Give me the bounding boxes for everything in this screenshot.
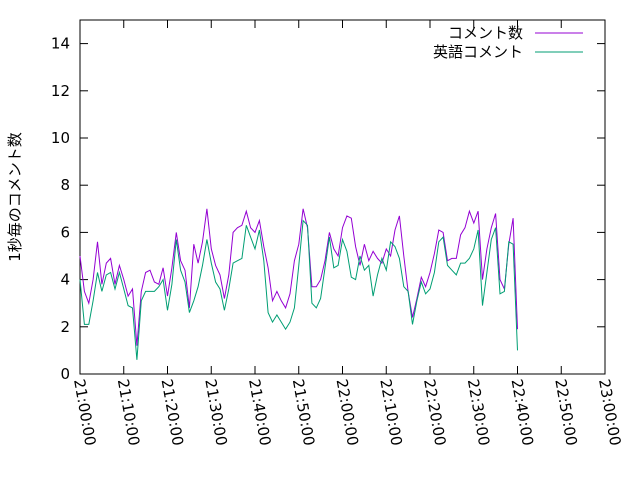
x-tick-label: 22:50:00	[551, 378, 580, 447]
x-tick-label: 23:00:00	[595, 378, 624, 447]
x-tick-label: 22:30:00	[464, 378, 493, 447]
y-tick-label: 0	[60, 365, 70, 383]
y-axis-ticks: 0 2 4 6 8 10 12 14	[51, 35, 605, 383]
x-axis-ticks: 21:00:00 21:10:00 21:20:00 21:30:00 21:40:00…	[70, 20, 624, 447]
legend-label-2: 英語コメント	[433, 43, 523, 61]
x-tick-label: 21:00:00	[70, 378, 99, 447]
y-tick-label: 14	[51, 35, 70, 53]
x-tick-label: 21:30:00	[201, 378, 230, 447]
series-lines	[79, 208, 518, 360]
x-tick-label: 21:40:00	[245, 378, 274, 447]
y-tick-label: 8	[60, 176, 70, 194]
x-tick-label: 22:40:00	[508, 378, 537, 447]
y-axis-label: 1秒毎のコメント数	[6, 132, 24, 262]
y-tick-label: 6	[60, 223, 70, 241]
y-tick-label: 2	[60, 318, 70, 336]
series-line-1	[79, 208, 518, 346]
y-tick-label: 10	[51, 129, 70, 147]
x-tick-label: 21:20:00	[158, 378, 187, 447]
x-tick-label: 22:10:00	[376, 378, 405, 447]
x-tick-label: 21:10:00	[114, 378, 143, 447]
y-tick-label: 4	[60, 271, 70, 289]
x-tick-label: 22:00:00	[333, 378, 362, 447]
x-tick-label: 21:50:00	[289, 378, 318, 447]
x-tick-label: 22:20:00	[420, 378, 449, 447]
y-tick-label: 12	[51, 82, 70, 100]
series-line-2	[79, 219, 518, 360]
legend-label-1: コメント数	[448, 24, 523, 42]
plot-frame	[79, 19, 606, 375]
